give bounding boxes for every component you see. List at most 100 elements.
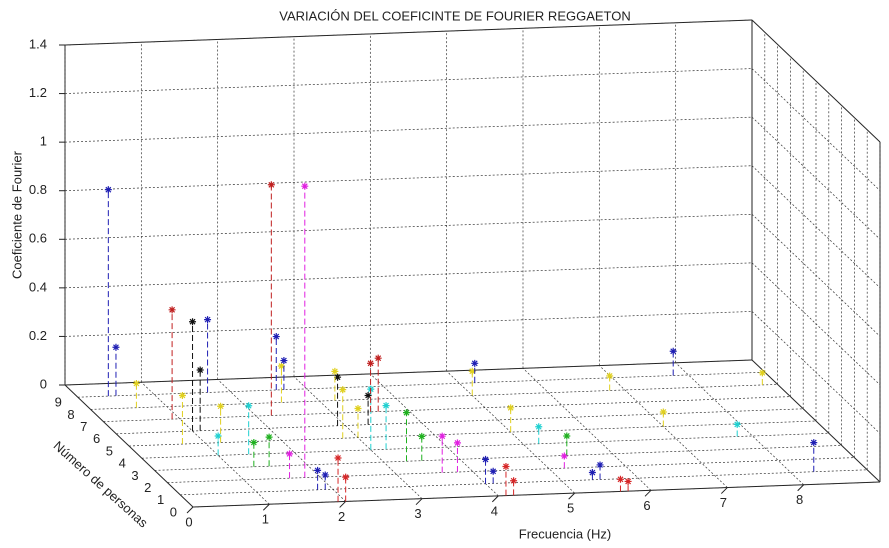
stem-marker (659, 408, 667, 416)
y-tick-label: 7 (80, 419, 87, 434)
z-tick-label: 1 (40, 134, 47, 149)
stem-marker (758, 369, 766, 377)
stem-marker (535, 423, 543, 431)
stem-marker (265, 433, 273, 441)
y-tick-label: 5 (106, 443, 113, 458)
x-tick-label: 2 (338, 509, 345, 524)
stem-marker (280, 357, 288, 365)
z-axis-title: Coeficiente de Fourier (9, 150, 24, 279)
grid-line (751, 165, 881, 288)
y-axis-title: Número de personas (51, 438, 152, 531)
y-tick-label: 2 (144, 480, 151, 495)
stem-marker (334, 373, 342, 381)
stem-marker (214, 432, 222, 440)
stem-marker (606, 372, 614, 380)
y-tick-label: 1 (157, 492, 164, 507)
x-tick-label: 0 (185, 514, 192, 529)
tick-mark (644, 489, 652, 497)
grid-line (751, 68, 881, 191)
stem-marker (286, 450, 294, 458)
grid-line (64, 19, 753, 46)
y-tick-label: 0 (170, 504, 177, 519)
stem-marker (354, 405, 362, 413)
z-tick-label: 1.4 (29, 36, 47, 51)
stem-marker (245, 402, 253, 410)
grid-line (64, 68, 753, 94)
grid-line (180, 469, 868, 496)
x-axis-title: Frecuencia (Hz) (519, 526, 611, 541)
stem-marker (616, 475, 624, 483)
stem-marker (321, 471, 329, 479)
stem-marker (403, 409, 410, 417)
grid-line (64, 262, 753, 289)
stem-marker (178, 391, 186, 399)
tick-mark (797, 484, 805, 492)
stem-marker (468, 367, 476, 375)
grid-line (90, 384, 778, 410)
x-tick-label: 8 (796, 492, 803, 507)
stem-marker (314, 466, 322, 474)
stem-marker (563, 432, 571, 440)
grid-line (64, 311, 753, 337)
stem-marker (112, 343, 120, 351)
x-tick-label: 3 (414, 506, 421, 521)
stem-marker (331, 367, 339, 375)
stem-marker (502, 462, 510, 470)
y-tick-label: 4 (119, 456, 126, 471)
stem-marker (624, 477, 632, 485)
grid-line (751, 214, 881, 337)
tick-mark (339, 501, 347, 508)
stem-marker (560, 452, 568, 460)
grid-line (522, 368, 652, 491)
grid-line (77, 371, 765, 398)
z-tick-label: 0.4 (29, 279, 47, 294)
stem-marker (669, 347, 677, 355)
grid-line (154, 445, 842, 471)
x-tick-label: 4 (491, 503, 498, 518)
x-tick-label: 7 (720, 495, 727, 510)
y-tick-label: 6 (93, 431, 100, 446)
tick-mark (568, 492, 576, 500)
z-tick-label: 0.8 (29, 182, 47, 197)
stem-marker (471, 359, 479, 367)
tick-mark (186, 506, 194, 514)
stem-marker (596, 461, 604, 469)
stem-marker (367, 359, 375, 367)
stem-marker (489, 467, 497, 475)
tick-mark (491, 495, 499, 503)
x-tick-label: 5 (567, 501, 574, 516)
tick-mark (720, 487, 728, 494)
z-tick-label: 0.2 (29, 328, 47, 343)
grid-line (64, 213, 753, 240)
stem-marker (250, 439, 258, 447)
grid-line (751, 116, 881, 240)
stem-marker (510, 477, 518, 485)
tick-mark (415, 498, 423, 506)
y-tick-label: 9 (55, 395, 62, 410)
stem-marker (342, 473, 350, 481)
stem-marker (339, 386, 347, 394)
grid-line (64, 359, 753, 386)
stem-marker (482, 455, 490, 463)
x-tick-label: 6 (643, 498, 650, 513)
grid-line (751, 311, 881, 434)
stem-marker (733, 420, 741, 428)
stem-marker (507, 404, 515, 412)
z-tick-label: 1.2 (29, 85, 47, 100)
grid-line (751, 262, 881, 386)
stem-marker (374, 354, 382, 362)
stem-marker (382, 402, 390, 410)
stem-marker (132, 379, 140, 387)
grid-line (192, 481, 881, 508)
y-tick-label: 8 (67, 407, 74, 422)
stem-marker (301, 182, 309, 190)
stem-marker (453, 439, 461, 447)
stem-marker (168, 306, 176, 314)
stem-marker (217, 402, 225, 410)
stem-marker (104, 186, 112, 194)
grid-line (751, 19, 881, 143)
grid-line (141, 432, 829, 459)
tick-mark (262, 503, 270, 511)
grid-line (751, 359, 881, 483)
